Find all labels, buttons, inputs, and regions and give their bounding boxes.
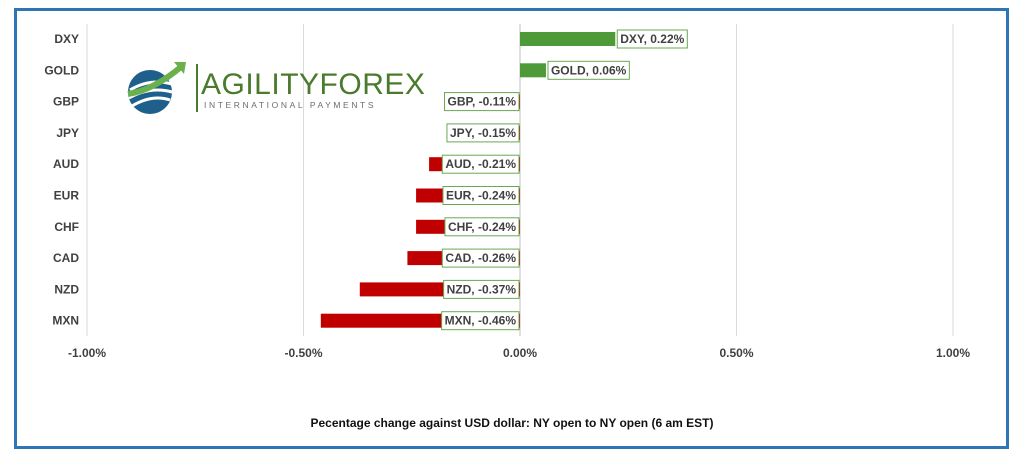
data-label-box	[441, 248, 520, 268]
category-label: GBP	[53, 95, 79, 109]
data-label-box	[446, 123, 520, 143]
data-label-box	[616, 29, 688, 49]
category-label: GOLD	[44, 63, 79, 77]
logo-divider	[196, 64, 198, 112]
x-tick-label: -0.50%	[284, 346, 322, 360]
data-label-box	[441, 311, 520, 331]
data-label-text: JPY, -0.15%	[450, 126, 516, 140]
data-label-box	[442, 186, 520, 205]
x-tick-label: 0.50%	[719, 346, 753, 360]
data-label: EUR, -0.24%	[442, 186, 520, 205]
data-labels: DXY, 0.22% GOLD, 0.06% GBP, -0.11% JPY, -0.…	[441, 29, 688, 331]
agilityforex-logo: AGILITYFOREX INTERNATIONAL PAYMENTS	[124, 60, 425, 120]
data-label-text: CHF, -0.24%	[448, 220, 516, 234]
bar	[520, 32, 616, 46]
data-label: JPY, -0.15%	[446, 123, 520, 143]
data-label: CAD, -0.26%	[441, 248, 520, 268]
data-label: MXN, -0.46%	[441, 311, 520, 331]
data-label: CHF, -0.24%	[444, 217, 520, 237]
category-label: DXY	[54, 32, 79, 46]
data-label: GOLD, 0.06%	[547, 60, 630, 80]
globe-arrow-icon	[127, 62, 186, 114]
data-label-text: MXN, -0.46%	[445, 314, 517, 328]
x-tick-label: -1.00%	[68, 346, 106, 360]
x-tick-label: 1.00%	[936, 346, 970, 360]
category-label: MXN	[52, 314, 79, 328]
category-label: NZD	[54, 282, 79, 296]
category-label: EUR	[54, 189, 80, 203]
data-label-text: EUR, -0.24%	[446, 189, 516, 203]
x-tick-labels: -1.00% -0.50% 0.00% 0.50% 1.00%	[68, 346, 970, 360]
data-label-text: NZD, -0.37%	[447, 282, 517, 296]
category-label: JPY	[56, 126, 79, 140]
data-label: NZD, -0.37%	[443, 279, 520, 299]
x-tick-label: 0.00%	[503, 346, 537, 360]
data-label: DXY, 0.22%	[616, 29, 688, 49]
data-label-text: GOLD, 0.06%	[551, 63, 627, 77]
category-label: AUD	[53, 157, 79, 171]
data-label-box	[547, 60, 630, 80]
category-labels: DXY GOLD GBP JPY AUD EUR CHF CAD NZD MXN	[44, 32, 79, 328]
data-label-box	[444, 217, 520, 237]
data-label: GBP, -0.11%	[444, 92, 520, 112]
data-label-text: GBP, -0.11%	[448, 95, 517, 109]
data-label-text: CAD, -0.26%	[445, 251, 516, 265]
data-label-box	[444, 92, 520, 112]
data-label-box	[443, 279, 520, 299]
bar	[520, 63, 546, 78]
category-label: CAD	[53, 251, 79, 265]
logo-tagline: INTERNATIONAL PAYMENTS	[204, 100, 377, 110]
data-label: AUD, -0.21%	[441, 154, 520, 174]
data-label-text: AUD, -0.21%	[445, 157, 516, 171]
logo-wordmark: AGILITYFOREX	[201, 68, 426, 101]
chart-footnote: Pecentage change against USD dollar: NY …	[310, 416, 714, 430]
category-label: CHF	[54, 220, 79, 234]
data-label-box	[441, 154, 520, 174]
data-label-text: DXY, 0.22%	[620, 32, 684, 46]
